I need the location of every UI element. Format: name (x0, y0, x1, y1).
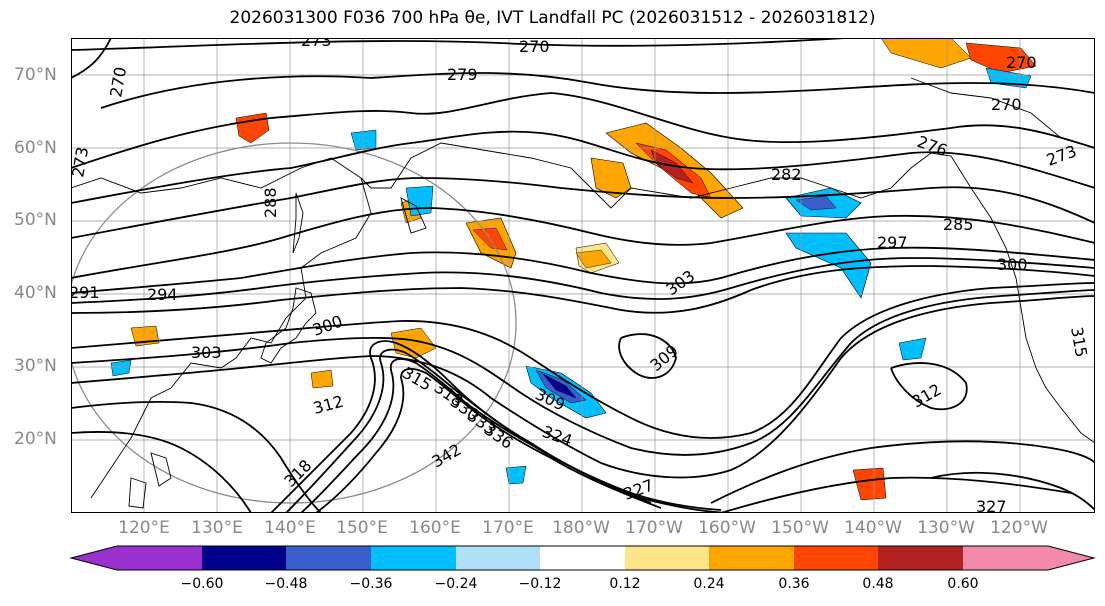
colorbar-tick-label: −0.60 (180, 576, 224, 592)
contour-label: 327 (976, 497, 1007, 513)
colorbar-tick-label: 0.48 (862, 576, 894, 592)
contour-label: 294 (147, 285, 178, 304)
lat-label-70n: 70°N (14, 65, 57, 85)
contour-label: 288 (261, 187, 280, 218)
lat-label-60n: 60°N (14, 138, 57, 158)
contour-label: 270 (519, 38, 550, 56)
contour-label: 285 (943, 215, 974, 234)
lat-label-20n: 20°N (14, 429, 57, 449)
contour-label: 291 (71, 283, 100, 302)
shade-positive (852, 467, 887, 501)
colorbar-segment (286, 546, 371, 570)
contour-label: 300 (997, 255, 1028, 274)
colorbar-segment (794, 546, 878, 570)
map-panel: 270 273 270 279 276 273 270 270 282 285 … (71, 38, 1095, 513)
lon-label-150w: 150°W (771, 518, 829, 538)
colorbar-segments (71, 546, 1094, 570)
lon-label-170e: 170°E (482, 518, 534, 538)
contour-label: 279 (447, 65, 478, 84)
lon-label-150e: 150°E (336, 518, 388, 538)
contour-label: 297 (877, 233, 908, 252)
colorbar-outline (69, 545, 1096, 571)
shade-negative (505, 465, 527, 485)
shade-negative (898, 337, 927, 361)
colorbar-tick-label: 0.36 (778, 576, 810, 592)
colorbar-segment (625, 546, 709, 570)
colorbar-segment (71, 546, 202, 570)
contour-label: 273 (301, 38, 332, 50)
colorbar-tick-label: −0.36 (349, 576, 393, 592)
shade-negative (110, 359, 132, 377)
contour-label: 270 (991, 95, 1022, 114)
shade-negative (785, 232, 872, 299)
shade-negative-core (542, 373, 577, 399)
lon-label-160e: 160°E (409, 518, 461, 538)
lon-label-160w: 160°W (698, 518, 756, 538)
lon-label-140w: 140°W (844, 518, 902, 538)
contour-label: 273 (71, 145, 92, 178)
lon-label-170w: 170°W (625, 518, 683, 538)
colorbar-segment (202, 546, 286, 570)
colorbar-tick-label: −0.12 (518, 576, 562, 592)
colorbar-segment (878, 546, 963, 570)
contour-label: 303 (191, 343, 222, 362)
lon-label-140e: 140°E (264, 518, 316, 538)
colorbar-segment (963, 546, 1094, 570)
colorbar-segment (371, 546, 456, 570)
colorbar-segment (709, 546, 794, 570)
landfall-region-outline (71, 142, 517, 504)
colorbar-tick-label: 0.24 (693, 576, 725, 592)
contour-label: 282 (771, 165, 802, 184)
shade-negative-core (795, 195, 837, 211)
shade-positive (310, 369, 334, 389)
contour-label: 270 (1006, 53, 1037, 72)
shade-positive-core (965, 42, 1037, 74)
lon-label-120w: 120°W (990, 518, 1048, 538)
colorbar-tick-label: 0.60 (947, 576, 979, 592)
lat-label-50n: 50°N (14, 210, 57, 230)
colorbar-tick-label: −0.24 (434, 576, 478, 592)
lon-label-130w: 130°W (917, 518, 975, 538)
colorbar-segment (456, 546, 540, 570)
colorbar-tick-label: 0.12 (609, 576, 641, 592)
lon-label-120e: 120°E (118, 518, 170, 538)
lat-label-30n: 30°N (14, 356, 57, 376)
shade-positive (575, 249, 612, 269)
figure-title: 2026031300 F036 700 hPa θe, IVT Landfall… (229, 8, 876, 28)
lon-label-130e: 130°E (191, 518, 243, 538)
colorbar-tick-label: −0.48 (264, 576, 308, 592)
lon-label-180w: 180°W (552, 518, 610, 538)
colorbar-segment (540, 546, 625, 570)
lat-label-40n: 40°N (14, 283, 57, 303)
shade-positive (235, 112, 270, 144)
shade-positive (880, 38, 972, 69)
map-frame (71, 38, 1095, 513)
theta-e-contours (71, 38, 1095, 513)
